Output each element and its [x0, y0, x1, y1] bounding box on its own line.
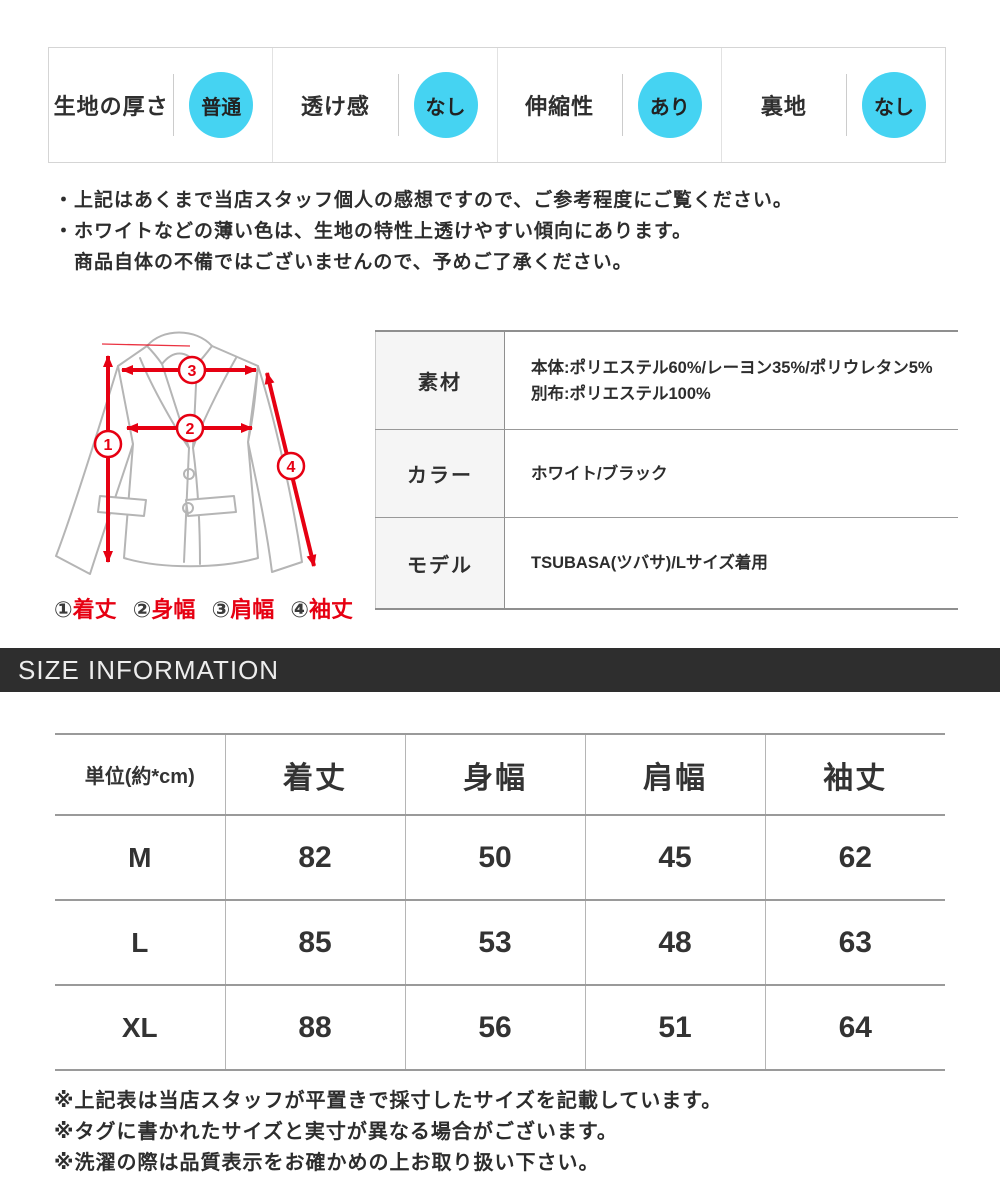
measure-mark-2: 2 — [186, 421, 195, 438]
header-width: 身幅 — [404, 734, 585, 815]
size-label: L — [55, 900, 225, 985]
spec-item-sheerness: 透け感 なし — [272, 48, 496, 162]
product-spec-table: 素材 本体:ポリエステル60%/レーヨン35%/ポリウレタン5% 別布:ポリエス… — [375, 330, 958, 610]
header-sleeve: 袖丈 — [764, 734, 945, 815]
spec-row-material: 素材 本体:ポリエステル60%/レーヨン35%/ポリウレタン5% 別布:ポリエス… — [375, 332, 958, 430]
size-label: XL — [55, 985, 225, 1070]
fabric-spec-box: 生地の厚さ 普通 透け感 なし 伸縮性 あり 裏地 なし — [48, 47, 946, 163]
size-row-m: M 82 50 45 62 — [55, 815, 945, 900]
jacket-measurement-diagram: 1 3 2 4 ①着丈 ②身幅 ③肩幅 ④袖丈 — [40, 326, 370, 624]
spec-value-badge: なし — [862, 72, 926, 138]
size-information-banner: SIZE INFORMATION — [0, 648, 1000, 692]
cell-value: 85 — [224, 900, 405, 985]
size-note-line: ※洗濯の際は品質表示をお確かめの上お取り扱い下さい。 — [54, 1152, 600, 1174]
jacket-left-pocket — [97, 495, 147, 517]
spec-item-lining: 裏地 なし — [720, 48, 945, 162]
legend-item: ①着丈 — [54, 597, 117, 622]
measure-mark-4: 4 — [287, 459, 296, 476]
size-table-header-row: 単位(約*cm) 着丈 身幅 肩幅 袖丈 — [55, 734, 945, 815]
cell-value: 88 — [224, 985, 405, 1070]
color-line: ホワイト/ブラック — [531, 464, 668, 483]
cell-value: 62 — [764, 815, 945, 900]
legend-label: 身幅 — [151, 597, 196, 622]
jacket-right-pocket — [185, 495, 237, 517]
spec-value-badge: 普通 — [189, 72, 254, 138]
legend-item: ④袖丈 — [290, 597, 353, 622]
spec-row-color: カラー ホワイト/ブラック — [375, 430, 958, 518]
cell-value: 53 — [404, 900, 585, 985]
spec-label: 伸縮性 — [525, 94, 595, 119]
cell-value: 56 — [404, 985, 585, 1070]
measure-mark-1: 1 — [104, 437, 113, 454]
legend-label: 袖丈 — [308, 597, 353, 622]
spec-row-model: モデル TSUBASA(ツバサ)/Lサイズ着用 — [375, 518, 958, 608]
legend-number: ④ — [290, 597, 309, 622]
cell-value: 82 — [224, 815, 405, 900]
row-label: モデル — [375, 518, 505, 608]
size-label: M — [55, 815, 225, 900]
divider — [397, 74, 399, 136]
header-unit: 単位(約*cm) — [55, 734, 225, 815]
material-line: 別布:ポリエステル100% — [531, 384, 711, 403]
row-label: 素材 — [375, 332, 505, 429]
measure-mark-3: 3 — [188, 363, 197, 380]
legend-number: ② — [132, 597, 152, 622]
size-note-line: ※タグに書かれたサイズと実寸が異なる場合がございます。 — [54, 1121, 618, 1143]
spec-value-badge: あり — [637, 72, 702, 138]
spec-label: 裏地 — [760, 94, 807, 119]
spec-value-badge: なし — [413, 72, 478, 138]
spec-label: 透け感 — [300, 94, 370, 119]
diagram-legend: ①着丈 ②身幅 ③肩幅 ④袖丈 — [40, 592, 370, 624]
cell-value: 48 — [584, 900, 765, 985]
divider — [621, 74, 623, 136]
jacket-left-sleeve — [55, 365, 134, 575]
spec-item-stretch: 伸縮性 あり — [496, 48, 721, 162]
size-row-xl: XL 88 56 51 64 — [55, 985, 945, 1070]
disclaimer-line: 商品自体の不備ではございませんので、予めご了承ください。 — [54, 252, 633, 273]
spec-item-thickness: 生地の厚さ 普通 — [49, 48, 272, 162]
jacket-button — [182, 502, 194, 514]
row-value: ホワイト/ブラック — [505, 430, 958, 517]
model-line: TSUBASA(ツバサ)/Lサイズ着用 — [531, 554, 768, 572]
legend-number: ③ — [211, 597, 231, 622]
size-note-line: ※上記表は当店スタッフが平置きで採寸したサイズを記載しています。 — [54, 1090, 723, 1112]
jacket-button — [183, 468, 195, 480]
row-value: TSUBASA(ツバサ)/Lサイズ着用 — [505, 518, 958, 608]
divider — [846, 74, 847, 136]
legend-label: 着丈 — [72, 597, 117, 622]
legend-item: ②身幅 — [133, 597, 196, 622]
jacket-illustration: 1 3 2 4 — [55, 331, 317, 575]
cell-value: 51 — [584, 985, 765, 1070]
legend-number: ① — [54, 597, 73, 622]
disclaimer-line: ・ホワイトなどの薄い色は、生地の特性上透けやすい傾向にあります。 — [54, 221, 693, 242]
header-shoulder: 肩幅 — [584, 734, 765, 815]
cell-value: 50 — [404, 815, 585, 900]
row-label: カラー — [375, 430, 505, 517]
spec-label: 生地の厚さ — [53, 94, 169, 119]
cell-value: 64 — [764, 985, 945, 1070]
header-length: 着丈 — [224, 734, 405, 815]
size-row-l: L 85 53 48 63 — [55, 900, 945, 985]
disclaimer-line: ・上記はあくまで当店スタッフ個人の感想ですので、ご参考程度にご覧ください。 — [54, 190, 793, 211]
cell-value: 63 — [764, 900, 945, 985]
size-notes: ※上記表は当店スタッフが平置きで採寸したサイズを記載しています。 ※タグに書かれ… — [54, 1086, 974, 1179]
legend-label: 肩幅 — [230, 597, 275, 622]
material-line: 本体:ポリエステル60%/レーヨン35%/ポリウレタン5% — [531, 358, 933, 377]
size-table: 単位(約*cm) 着丈 身幅 肩幅 袖丈 M 82 50 45 62 L 85 … — [55, 733, 945, 1071]
divider — [173, 74, 175, 136]
measure-ref-line — [101, 343, 191, 347]
disclaimer-notes: ・上記はあくまで当店スタッフ個人の感想ですので、ご参考程度にご覧ください。 ・ホ… — [54, 185, 974, 278]
row-value: 本体:ポリエステル60%/レーヨン35%/ポリウレタン5% 別布:ポリエステル1… — [505, 332, 958, 429]
cell-value: 45 — [584, 815, 765, 900]
legend-item: ③肩幅 — [212, 597, 275, 622]
